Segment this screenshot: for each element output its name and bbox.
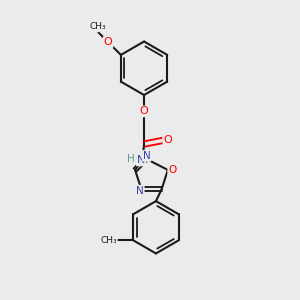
Text: O: O (164, 136, 172, 146)
Text: H: H (128, 154, 135, 164)
Text: CH₃: CH₃ (90, 22, 106, 32)
Text: N: N (137, 155, 145, 165)
Text: O: O (140, 106, 148, 116)
Text: N: N (143, 151, 151, 161)
Text: O: O (104, 37, 112, 47)
Text: N: N (136, 186, 144, 196)
Text: CH₃: CH₃ (100, 236, 117, 245)
Text: O: O (168, 165, 176, 175)
